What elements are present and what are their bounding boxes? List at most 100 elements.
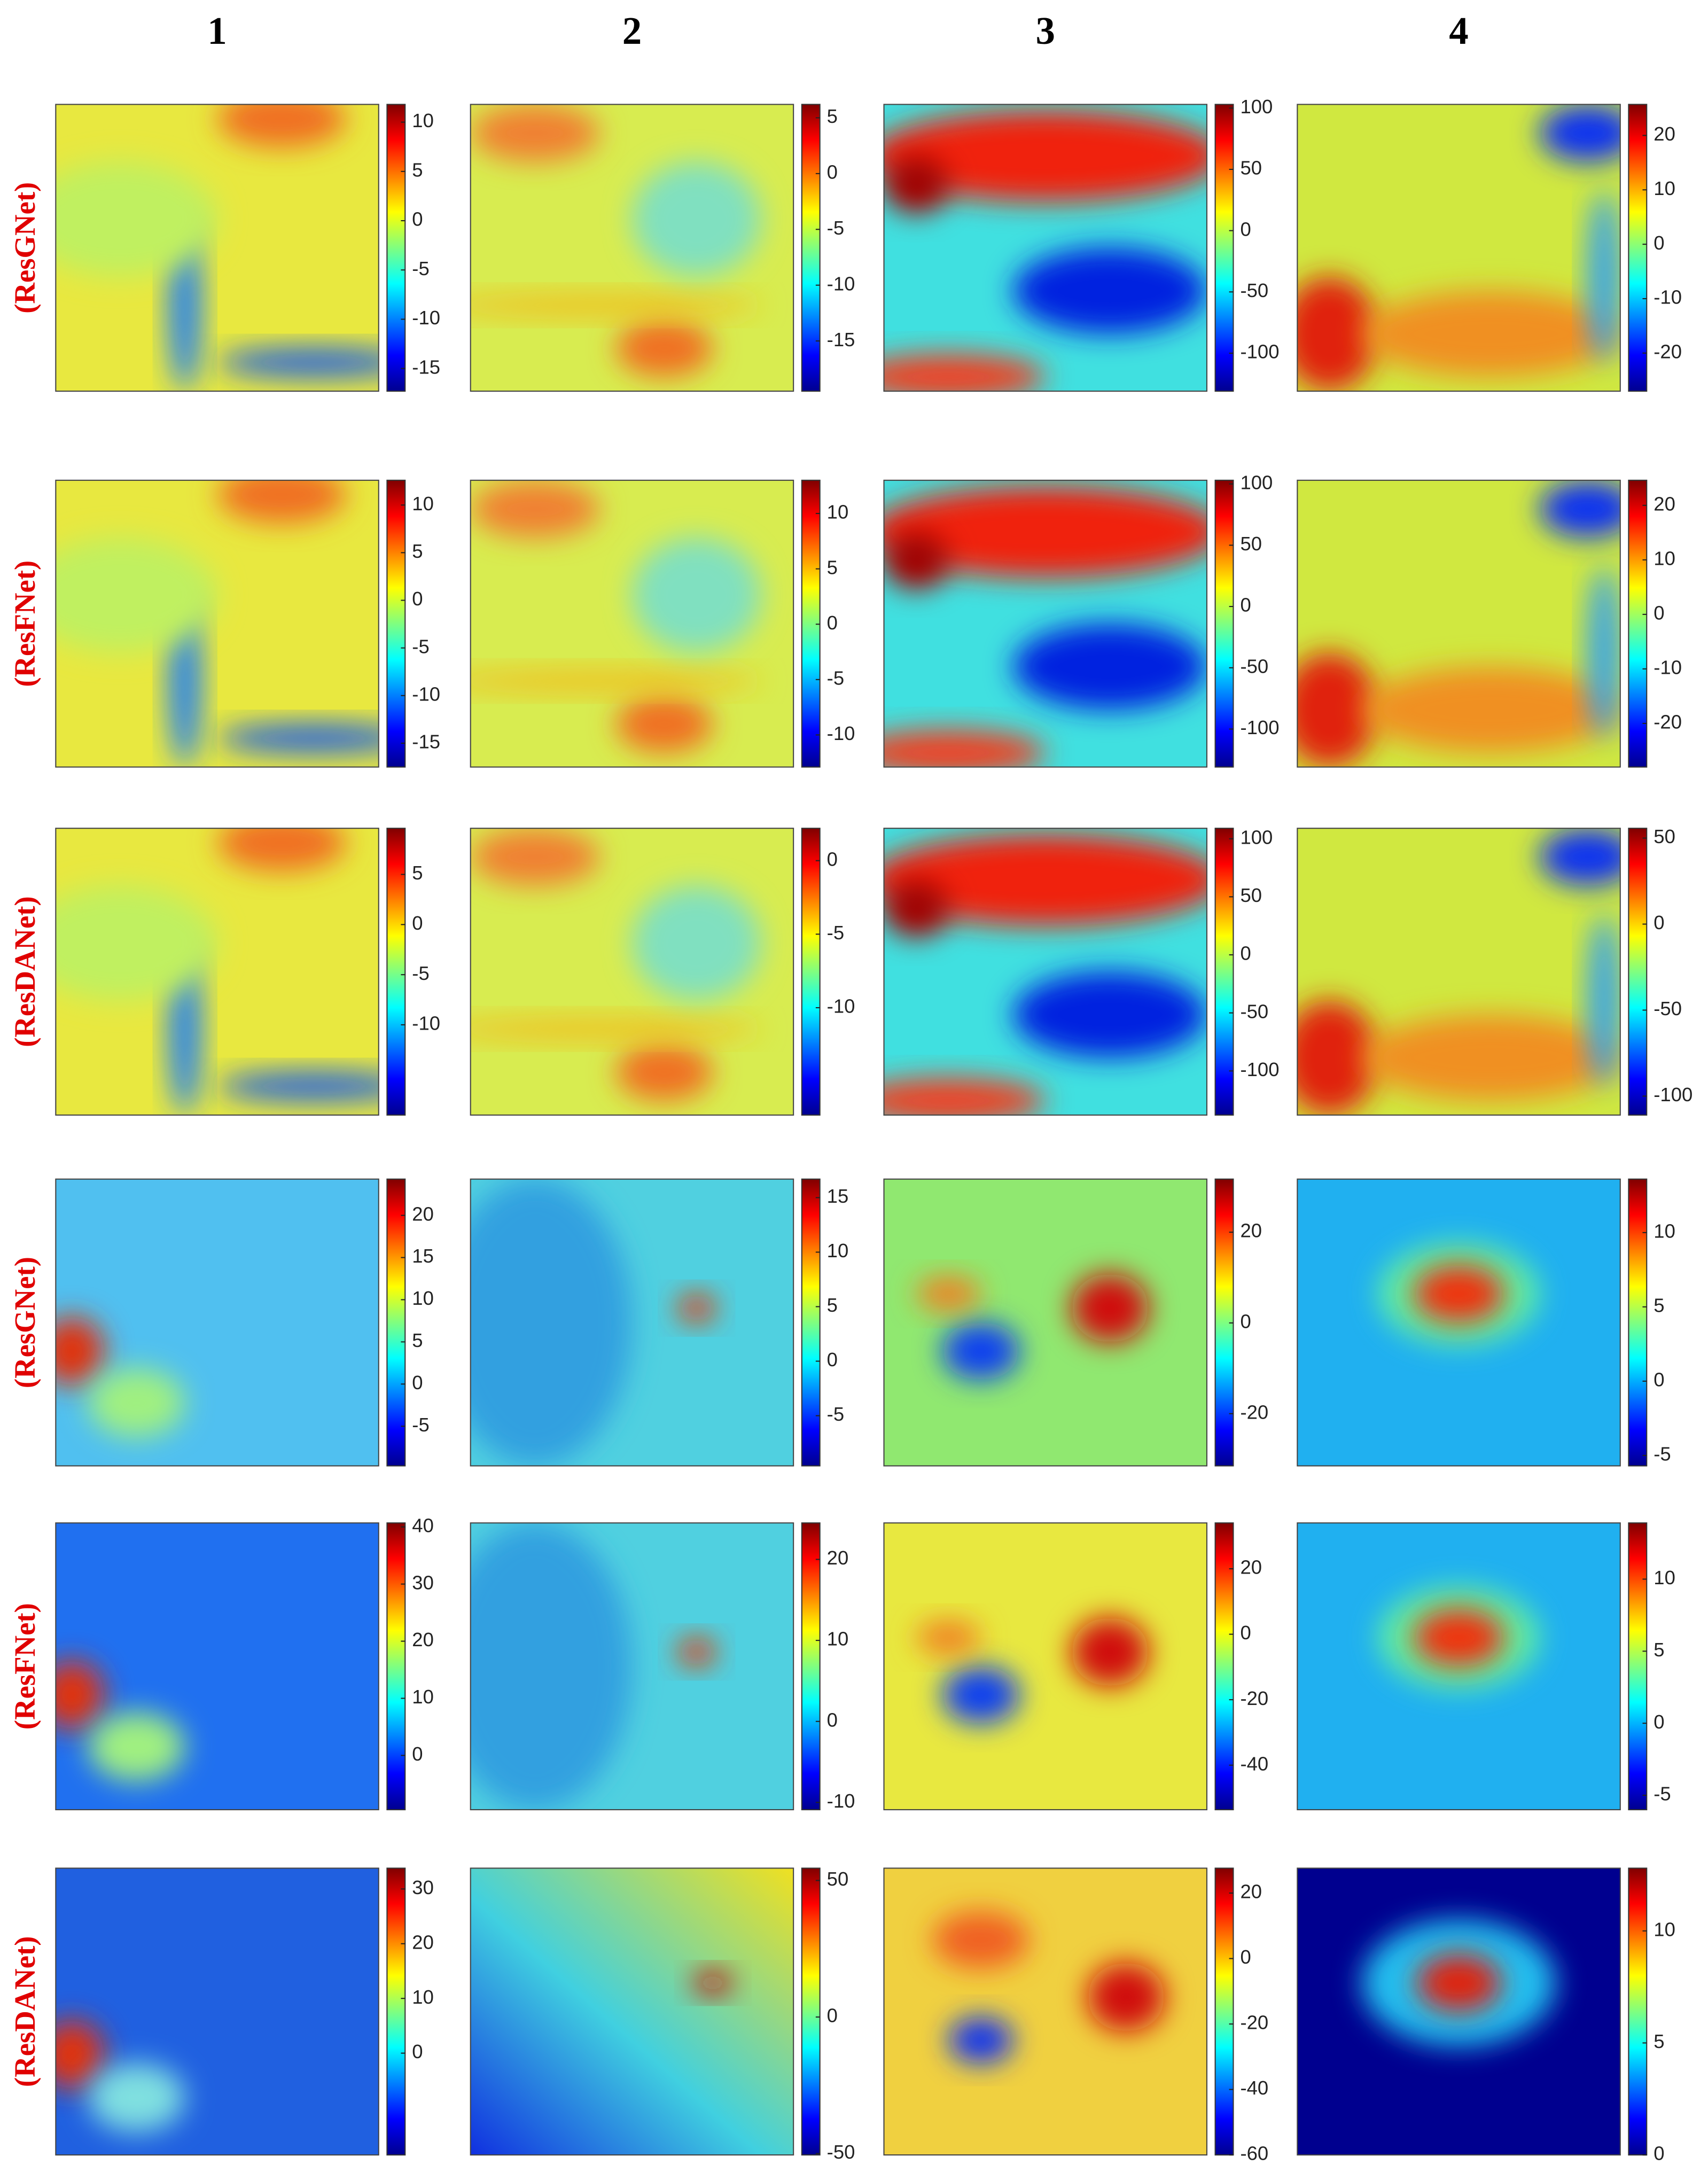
colorbar: [1214, 479, 1234, 768]
colorbar-tick-label: 10: [1654, 547, 1675, 569]
colorbar: [1628, 479, 1648, 768]
colorbar-tick-label: 50: [1240, 533, 1262, 555]
panel-frame: [55, 1522, 379, 1811]
heatmap-bg: [470, 1868, 794, 2155]
heatmap-blob: [884, 729, 1046, 767]
panel: 20 10 0 -10: [470, 1522, 855, 1812]
heatmap: [56, 1868, 379, 2155]
panel-frame: [470, 479, 794, 768]
colorbar-tick-label: 0: [412, 588, 423, 610]
row-label: (ResGNet): [9, 182, 41, 314]
heatmap-blob: [56, 1317, 104, 1386]
colorbar-tick-label: 0: [412, 912, 423, 934]
heatmap-blob: [1413, 1609, 1504, 1667]
colorbar: [386, 479, 406, 768]
panel-frame: [55, 828, 379, 1116]
colorbar-tick-label: -10: [412, 683, 440, 705]
panel-frame: [1297, 828, 1621, 1116]
heatmap-blob: [631, 538, 761, 652]
colorbar-tick-label: -5: [1654, 1783, 1671, 1805]
colorbar-tick-label: 20: [827, 1547, 849, 1569]
panel: 100 50 0 -50 -100: [883, 471, 1279, 768]
heatmap-blob: [1539, 828, 1620, 886]
heatmap-blob: [217, 1072, 379, 1101]
colorbar-tick-label: 50: [1654, 826, 1675, 847]
colorbar-tick-label: 100: [1240, 96, 1273, 118]
colorbar-tick-label: 10: [827, 1240, 849, 1262]
colorbar-tick-label: 0: [827, 2005, 838, 2027]
row-label: (ResDANet): [9, 896, 41, 1047]
heatmap-blob: [1013, 971, 1207, 1058]
panel: 10 5 0 -5: [1297, 1178, 1675, 1467]
colorbar-tick-label: 0: [1240, 218, 1251, 240]
colorbar-tick-label: 0: [412, 1743, 423, 1765]
colorbar-tick-label: 10: [827, 501, 849, 523]
heatmap-blob: [1071, 1273, 1149, 1343]
colorbar-tick-label: -100: [1654, 1084, 1693, 1105]
heatmap-blob: [884, 532, 949, 589]
colorbar: [1628, 104, 1648, 392]
colorbar-tick-label: -5: [827, 1403, 844, 1425]
panel-frame: [883, 104, 1208, 392]
heatmap-blob: [693, 1971, 732, 1995]
heatmap-blob: [1588, 914, 1620, 1087]
heatmap-bg: [884, 1523, 1207, 1810]
heatmap-blob: [470, 669, 761, 693]
heatmap-blob: [1071, 1617, 1149, 1687]
panel: 10 5 0 -5 -10 -15: [55, 104, 440, 392]
colorbar-tick-label: 10: [827, 1628, 849, 1650]
panel: 10 5 0 -5 -10: [470, 479, 855, 768]
heatmap-blob: [884, 156, 949, 214]
panel-frame: [55, 479, 379, 768]
column-header: 1: [207, 9, 227, 52]
heatmap: [56, 104, 379, 392]
panel: 30 20 10 0: [55, 1867, 434, 2156]
colorbar-tick-label: 20: [412, 1203, 434, 1225]
heatmap: [884, 1868, 1207, 2155]
heatmap: [470, 104, 794, 392]
colorbar: [1628, 828, 1648, 1116]
colorbar-tick-label: 5: [827, 556, 838, 578]
heatmap: [56, 1179, 379, 1466]
heatmap-blob: [56, 885, 217, 1001]
heatmap-blob: [217, 104, 347, 147]
panel-frame: [883, 1522, 1208, 1811]
panel: 10 5 0 -5 -10 -15: [55, 479, 440, 768]
colorbar-tick-label: -100: [1240, 717, 1279, 738]
colorbar: [1214, 1867, 1234, 2156]
heatmap-blob: [1297, 276, 1378, 392]
heatmap-blob: [948, 2017, 1013, 2064]
colorbar-tick-label: -50: [827, 2141, 855, 2163]
colorbar-tick-label: 20: [1240, 1881, 1262, 1903]
colorbar-tick-label: -50: [1654, 998, 1682, 1019]
row-label: (ResFNet): [9, 560, 41, 687]
panel-frame: [1297, 1178, 1621, 1467]
colorbar-tick-label: 0: [1240, 594, 1251, 616]
colorbar: [801, 1178, 821, 1467]
heatmap-blob: [88, 2063, 185, 2132]
heatmap-blob: [1013, 247, 1207, 334]
colorbar-tick-label: -5: [827, 922, 844, 944]
colorbar-tick-label: 5: [412, 862, 423, 884]
heatmap: [884, 1179, 1207, 1466]
colorbar-tick-label: 0: [1240, 1311, 1251, 1333]
colorbar: [801, 1522, 821, 1811]
heatmap: [1297, 104, 1620, 392]
colorbar-tick-label: -5: [412, 962, 429, 984]
panel-frame: [470, 1522, 794, 1811]
heatmap: [1297, 828, 1620, 1115]
colorbar-tick-label: 0: [1654, 1369, 1664, 1391]
heatmap: [884, 104, 1207, 392]
heatmap-blob: [916, 1620, 981, 1655]
colorbar-tick-label: 50: [827, 1868, 849, 1890]
panel: 20 0 -20: [883, 1178, 1268, 1467]
heatmap: [56, 1523, 379, 1810]
colorbar-tick-label: 5: [412, 540, 423, 562]
colorbar: [1628, 1178, 1648, 1467]
colorbar-tick-label: 0: [412, 2041, 423, 2062]
colorbar: [801, 828, 821, 1116]
colorbar-tick-label: 0: [412, 1372, 423, 1393]
heatmap-blob: [884, 834, 1207, 926]
heatmap-blob: [1416, 1954, 1501, 2012]
colorbar-tick-label: 10: [1654, 1918, 1675, 1940]
